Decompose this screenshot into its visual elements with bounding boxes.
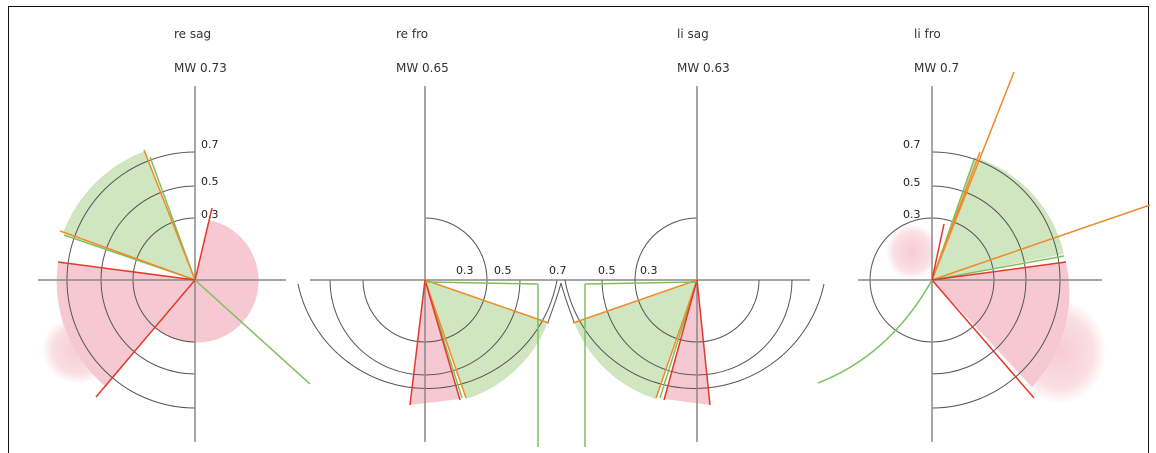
panel-re-fro: 0.3 0.5 xyxy=(297,86,810,447)
panel-li-fro: 0.7 0.5 0.3 xyxy=(817,71,1151,442)
line-red-re-fro-2 xyxy=(409,279,426,406)
frame-border-right xyxy=(1148,6,1149,453)
ring-label-05-re-fro: 0.5 xyxy=(494,264,512,277)
line-green-li-fro-3 xyxy=(817,279,933,384)
line-red-re-sag-1 xyxy=(194,207,213,281)
line-green-li-fro-2 xyxy=(931,255,1065,281)
line-red-li-fro-1 xyxy=(931,223,945,281)
panel-title-li-fro: li fro xyxy=(914,27,941,41)
panel-mw-li-fro: MW 0.7 xyxy=(914,61,960,75)
line-orange-li-fro-3 xyxy=(931,204,1151,281)
line-green-re-fro-h xyxy=(424,281,539,285)
pink-blob-re-sag xyxy=(42,316,114,384)
pink-blob-li-fro-left xyxy=(886,224,938,280)
panel-li-sag: 0.5 0.3 xyxy=(560,86,825,447)
cusp-right xyxy=(560,282,575,323)
ring-label-05-li-sag: 0.5 xyxy=(598,264,616,277)
line-red-li-sag-2 xyxy=(696,279,711,406)
panel-re-sag: 0.7 0.5 0.3 xyxy=(38,86,311,442)
ring-label-05-li-fro: 0.5 xyxy=(903,176,921,189)
line-orange-li-fro-2 xyxy=(931,151,981,281)
line-red-li-sag-1 xyxy=(663,279,698,401)
pink-blob-li-fro-lower xyxy=(1014,300,1106,404)
line-red-re-sag-3 xyxy=(95,279,196,398)
pink-sector-li-sag xyxy=(664,280,710,405)
ring-07-re-fro xyxy=(297,279,558,389)
ring-label-07-li-fro: 0.7 xyxy=(903,138,921,151)
line-red-re-fro-1 xyxy=(424,279,461,401)
line-red-li-fro-2 xyxy=(931,261,1067,281)
ring-label-05-re-sag: 0.5 xyxy=(201,175,219,188)
ring-label-07-re-sag: 0.7 xyxy=(201,138,219,151)
line-green-re-sag-3 xyxy=(194,279,311,385)
panel-title-li-sag: li sag xyxy=(677,27,709,41)
line-orange-re-sag-2 xyxy=(59,230,196,281)
frame-border-top xyxy=(8,6,1149,7)
green-sector-re-sag xyxy=(63,151,195,280)
line-orange-re-fro-2 xyxy=(424,279,467,399)
ring-03-li-sag xyxy=(634,217,698,281)
line-orange-re-fro-1 xyxy=(424,279,550,324)
panel-mw-li-sag: MW 0.63 xyxy=(677,61,730,75)
ring-label-07-center: 0.7 xyxy=(549,264,567,277)
panel-title-re-sag: re sag xyxy=(174,27,212,41)
ring-label-03-re-fro: 0.3 xyxy=(456,264,474,277)
frame-border-left xyxy=(8,6,9,453)
ring-label-03-li-fro: 0.3 xyxy=(903,208,921,221)
line-orange-re-sag-1 xyxy=(143,149,196,281)
line-orange-li-sag-2 xyxy=(655,279,698,399)
line-orange-li-sag-1 xyxy=(572,279,698,324)
ring-03-re-fro xyxy=(424,217,488,281)
ring-label-03-re-sag: 0.3 xyxy=(201,208,219,221)
panel-mw-re-sag: MW 0.73 xyxy=(174,61,227,75)
cusp-left xyxy=(547,282,562,323)
panel-mw-re-fro: MW 0.65 xyxy=(396,61,449,75)
line-red-re-sag-2 xyxy=(57,261,196,281)
panel-title-re-fro: re fro xyxy=(396,27,429,41)
line-green-li-sag-h xyxy=(584,281,698,285)
pink-sector-re-fro xyxy=(410,280,460,405)
ring-label-03-li-sag: 0.3 xyxy=(640,264,658,277)
line-red-li-fro-3 xyxy=(931,279,1035,399)
